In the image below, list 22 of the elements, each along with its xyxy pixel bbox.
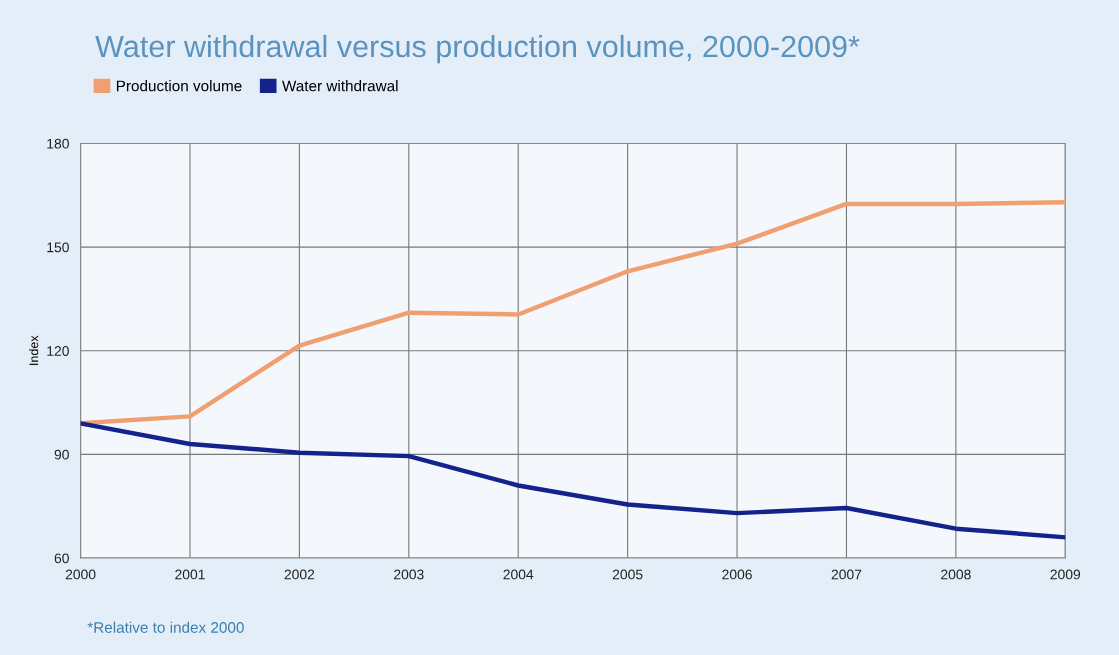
x-tick-label: 2004 [503,569,534,580]
x-tick-label: 2007 [831,569,862,580]
x-tick-label: 2009 [1050,569,1081,580]
x-tick-label: 2005 [612,569,643,580]
x-tick-label: 2006 [722,569,752,580]
legend-label: Water withdrawal [282,80,398,92]
y-axis-title: Index [29,335,39,365]
y-tick-label: 120 [47,346,69,356]
y-tick-label: 90 [54,449,69,460]
x-tick-label: 2008 [941,569,971,580]
legend-label: Production volume [116,80,242,92]
line-series [80,199,1066,426]
x-tick-label: 2001 [175,569,205,580]
y-tick-label: 150 [47,242,69,253]
x-tick-label: 2000 [65,569,96,580]
line-series [80,421,1066,540]
x-tick-label: 2002 [284,569,315,580]
x-tick-label: 2003 [394,569,424,580]
y-tick-label: 180 [47,138,69,149]
text: *Relative to index 2000 [87,621,244,633]
y-tick-label: 60 [54,553,69,564]
chart-title: Water withdrawal versus production volume, 2000-2009* [95,34,860,64]
